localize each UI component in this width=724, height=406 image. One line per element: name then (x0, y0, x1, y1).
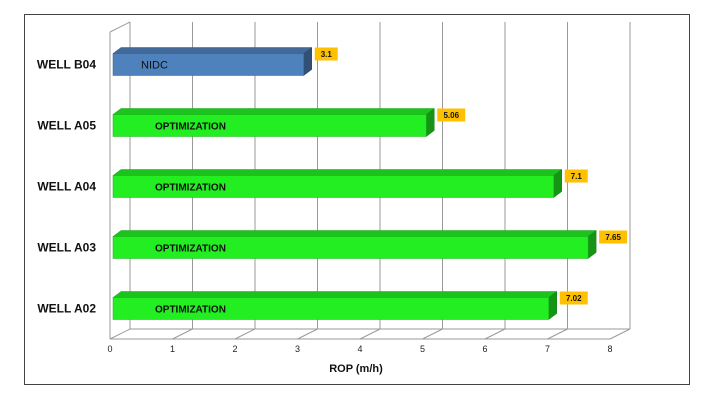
bar (112, 53, 304, 76)
x-tick-label: 4 (357, 344, 362, 354)
bar-top-face (112, 169, 563, 176)
x-tick-label: 0 (107, 344, 112, 354)
floor-gridline (297, 328, 318, 340)
floor-gridline (422, 328, 443, 340)
category-label: WELL A05 (37, 119, 96, 133)
x-tick-label: 5 (420, 344, 425, 354)
bar-inner-label: NIDC (141, 60, 168, 72)
labels: 0 1 2 3 4 5 6 7 8 WELL B04 NIDC 3.1 WELL A05 OPTIMIZA… (37, 47, 628, 354)
x-tick-label: 8 (607, 344, 612, 354)
bar-inner-label: OPTIMIZATION (155, 244, 226, 255)
left-wall-top (109, 21, 131, 33)
x-tick-label: 6 (482, 344, 487, 354)
bar-inner-label: OPTIMIZATION (155, 305, 226, 316)
floor-gridline (547, 328, 568, 340)
floor-gridline (234, 328, 256, 340)
data-label-box (314, 47, 338, 61)
bar-top-face (112, 230, 597, 237)
data-label-box (437, 108, 466, 122)
bar (112, 297, 549, 320)
floor-gridline (359, 328, 381, 340)
floor-gridline (172, 328, 193, 340)
category-label: WELL A03 (37, 241, 96, 255)
category-label: WELL A02 (37, 302, 96, 316)
x-tick-label: 2 (232, 344, 237, 354)
data-label: 7.1 (571, 172, 583, 181)
data-label-box (564, 169, 588, 183)
floor-gridline (609, 328, 631, 340)
data-label: 5.06 (443, 111, 459, 120)
bars (112, 47, 597, 320)
data-label-box (559, 291, 588, 305)
data-label: 7.02 (566, 294, 582, 303)
bar (112, 114, 427, 137)
bar-top-face (112, 108, 435, 115)
data-label: 7.65 (605, 233, 621, 242)
chart-frame (24, 14, 690, 385)
bar-inner-label: OPTIMIZATION (155, 122, 226, 133)
x-tick-label: 7 (545, 344, 550, 354)
x-axis-title: ROP (m/h) (329, 363, 383, 375)
category-label: WELL B04 (37, 58, 96, 72)
bar (112, 175, 554, 198)
bar-top-face (112, 291, 558, 298)
axes (109, 21, 630, 340)
bar-inner-label: OPTIMIZATION (155, 183, 226, 194)
x-tick-label: 3 (295, 344, 300, 354)
floor-gridline (109, 328, 131, 340)
bar (112, 236, 589, 259)
category-label: WELL A04 (37, 180, 96, 194)
floor-gridline (484, 328, 506, 340)
x-tick-label: 1 (170, 344, 175, 354)
bar-top-face (112, 47, 313, 54)
data-label: 3.1 (321, 50, 333, 59)
data-label-box (599, 230, 628, 244)
